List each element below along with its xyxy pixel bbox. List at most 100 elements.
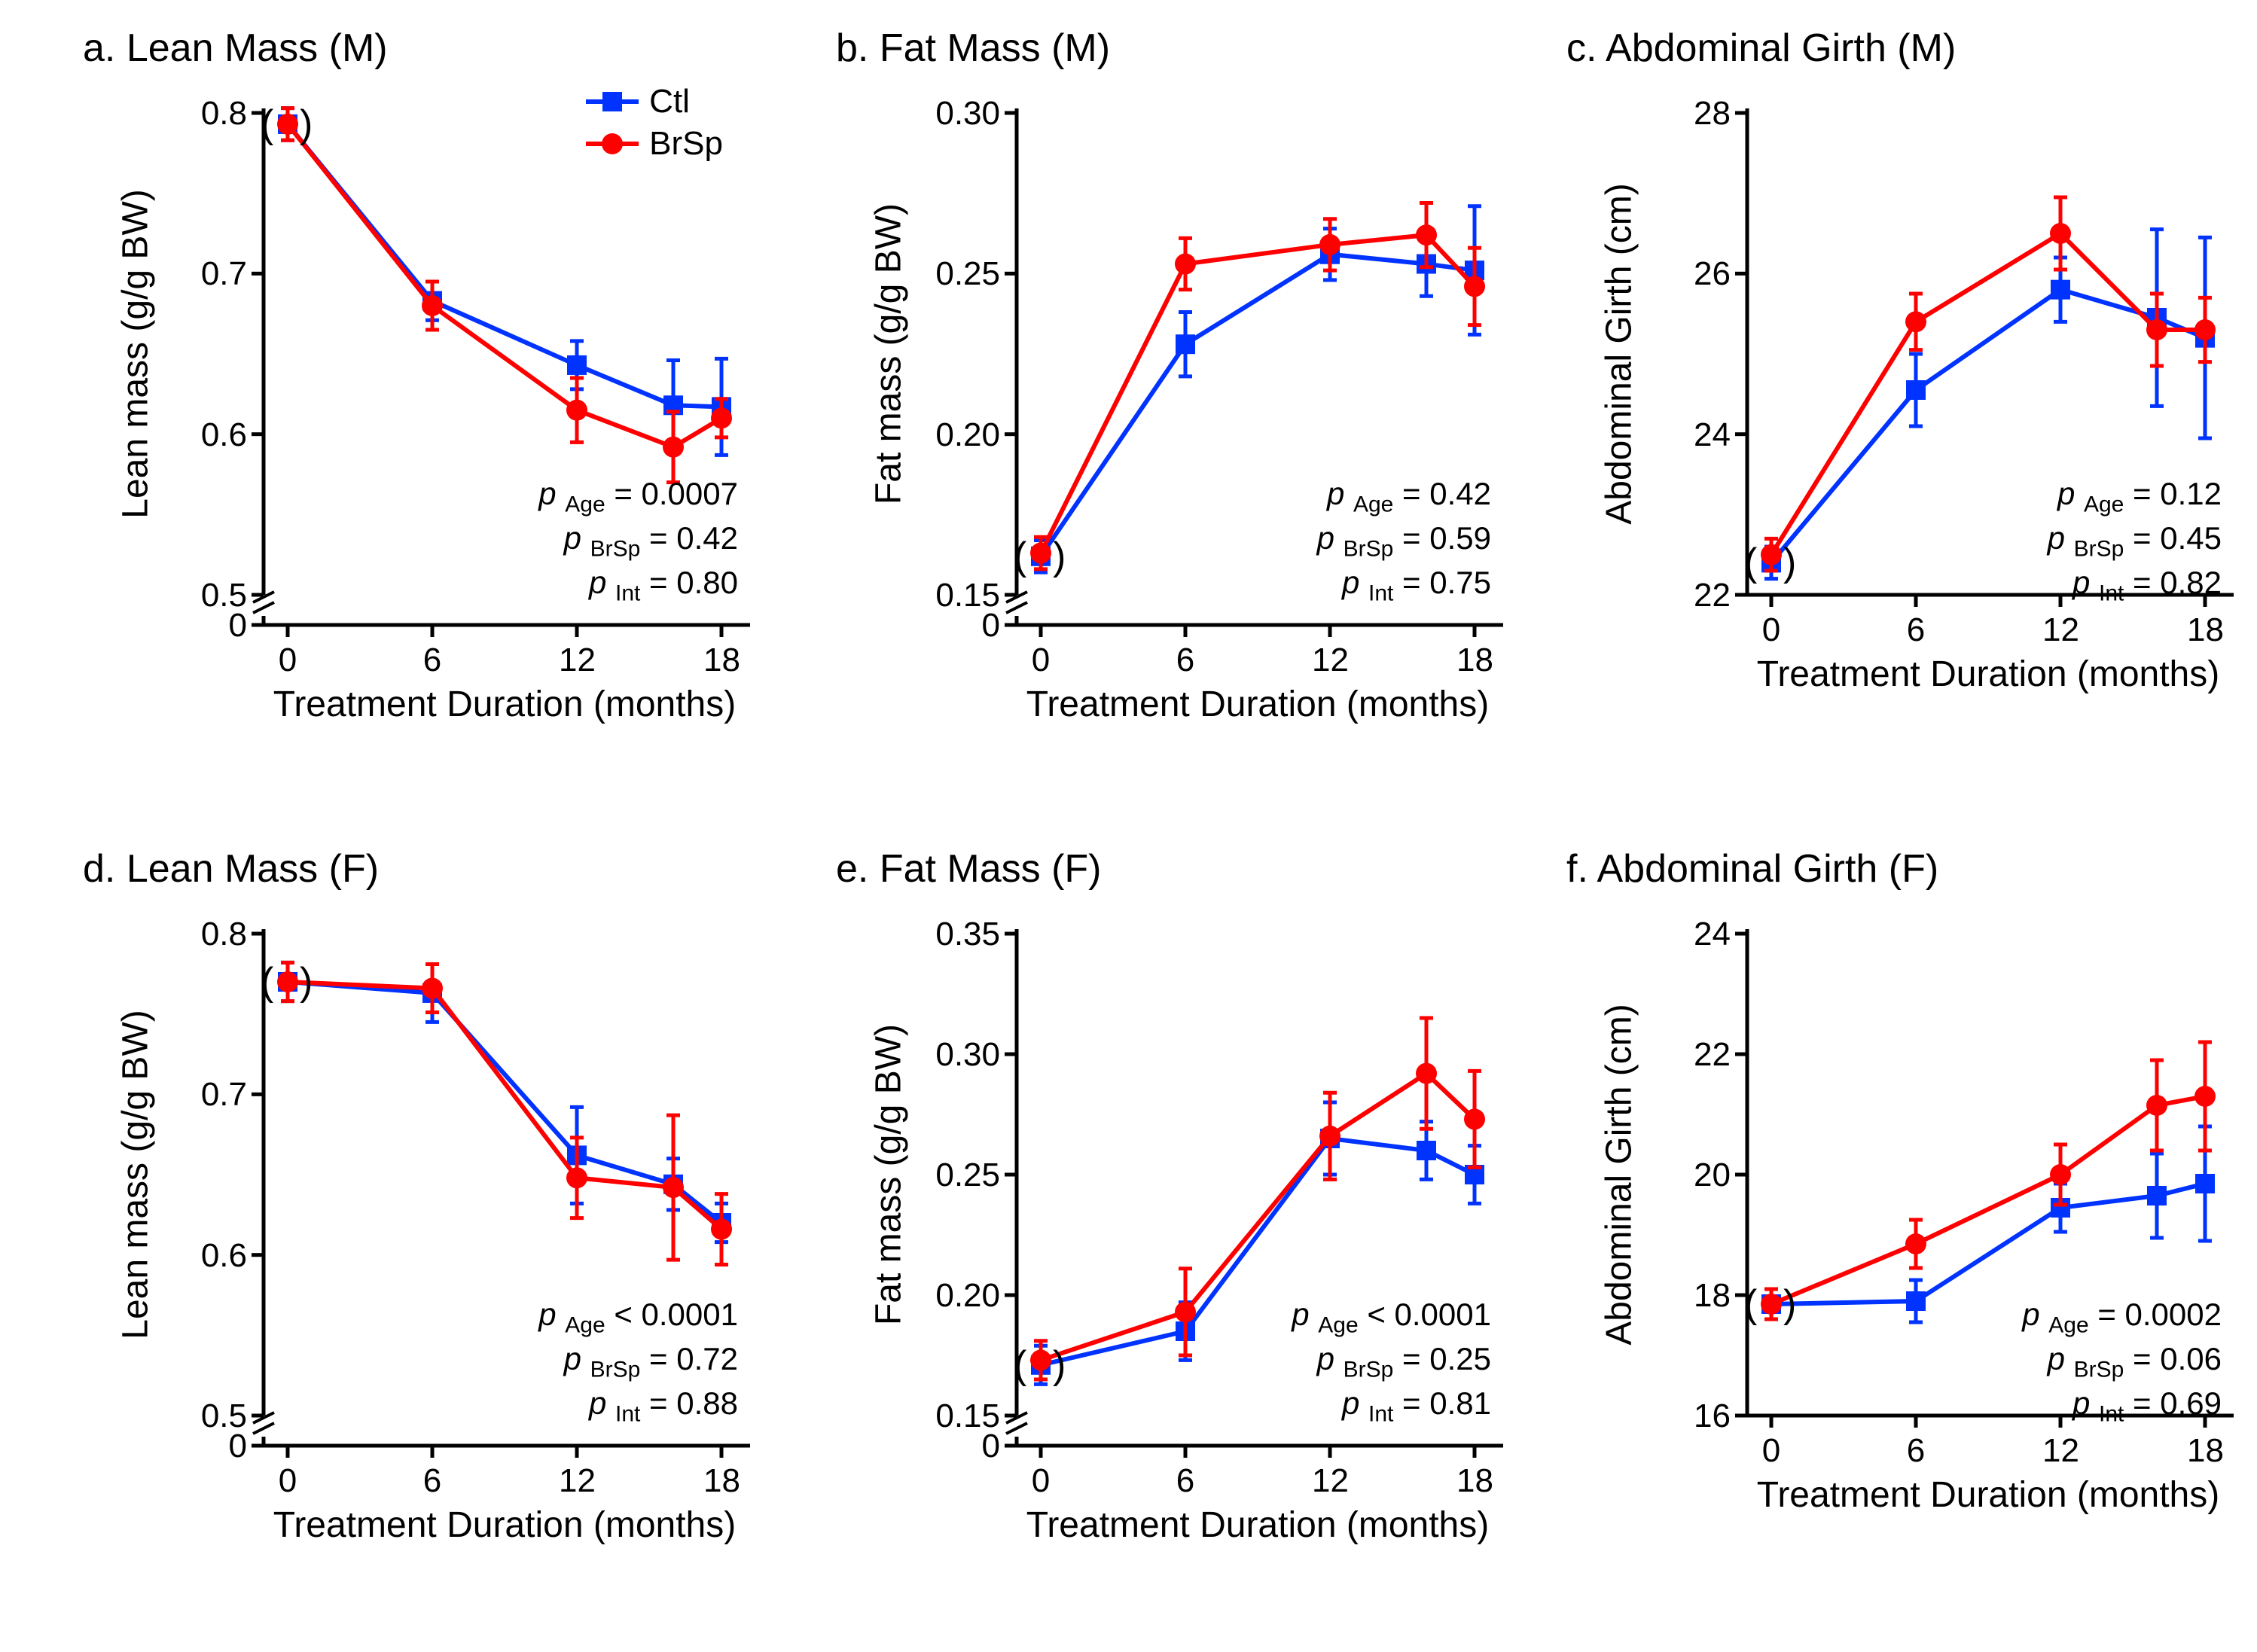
ytick-label: 0.30 <box>935 1036 1000 1074</box>
p-values: p Age = 0.42p BrSp = 0.59p Int = 0.75 <box>1317 474 1491 608</box>
xtick-label: 18 <box>1456 1462 1493 1500</box>
series-line-brsp <box>288 982 721 1230</box>
x-axis-label: Treatment Duration (months) <box>273 1504 736 1546</box>
marker-square-ctl <box>2051 280 2070 300</box>
xtick-label: 6 <box>1167 1462 1203 1500</box>
marker-square-ctl <box>567 355 587 375</box>
marker-circle-brsp <box>422 978 443 999</box>
legend-item-brsp: BrSp <box>586 125 723 163</box>
legend-label: BrSp <box>649 125 723 163</box>
ytick-label: 24 <box>1694 916 1731 953</box>
pval-text: = 0.88 <box>649 1385 738 1421</box>
marker-circle-brsp <box>1905 311 1926 332</box>
p-values: p Age = 0.12p BrSp = 0.45p Int = 0.82 <box>2048 474 2222 608</box>
marker-circle-brsp <box>1319 1126 1340 1147</box>
first-point-paren-right: ) <box>300 959 313 1004</box>
xtick-label: 18 <box>2187 1432 2223 1470</box>
panel-e: e. Fat Mass (F)00.150.200.250.300.350612… <box>866 851 1521 1589</box>
marker-circle-brsp <box>1030 543 1051 564</box>
first-point-paren-left: ( <box>1014 1343 1026 1388</box>
legend: Ctl BrSp <box>586 83 723 167</box>
marker-circle-brsp <box>2050 223 2071 244</box>
p-values: p Age = 0.0002p BrSp = 0.06p Int = 0.69 <box>2022 1295 2222 1428</box>
ytick-label: 24 <box>1694 416 1731 454</box>
y-axis-label: Lean mass (g/g BW) <box>115 1010 157 1339</box>
pval-text: = 0.75 <box>1402 565 1491 600</box>
ytick-label: 0.7 <box>201 255 247 293</box>
y-axis-label: Fat mass (g/g BW) <box>868 203 910 504</box>
marker-square-ctl <box>1906 380 1926 400</box>
first-point-paren-left: ( <box>1744 540 1757 585</box>
marker-circle-brsp <box>1416 224 1437 245</box>
x-axis-label: Treatment Duration (months) <box>1026 684 1489 725</box>
series-line-ctl <box>1771 1184 2205 1304</box>
ytick-label: 0.20 <box>935 1277 1000 1315</box>
ytick-label: 0.5 <box>201 577 247 614</box>
first-point-paren-right: ) <box>1053 1343 1066 1388</box>
marker-circle-brsp <box>1319 234 1340 255</box>
marker-circle-brsp <box>566 1167 587 1188</box>
marker-circle-brsp <box>1175 1301 1196 1322</box>
ytick-label: 28 <box>1694 95 1731 133</box>
ytick-label: 0.6 <box>201 1237 247 1275</box>
ytick-label: 0.5 <box>201 1397 247 1435</box>
marker-circle-brsp <box>277 114 298 135</box>
series-line-brsp <box>1771 1096 2205 1304</box>
marker-square-ctl <box>1906 1291 1926 1311</box>
first-point-paren-left: ( <box>261 102 273 147</box>
panel-c: c. Abdominal Girth (M)22242628061218Abdo… <box>1597 30 2252 768</box>
xtick-label: 0 <box>1023 1462 1059 1500</box>
marker-circle-brsp <box>2146 1095 2167 1116</box>
pval-text: = 0.12 <box>2133 476 2222 511</box>
xtick-label: 0 <box>1753 611 1789 649</box>
pval-text: = 0.45 <box>2133 520 2222 556</box>
ytick-label: 20 <box>1694 1157 1731 1194</box>
ytick-label: 0.8 <box>201 916 247 953</box>
xtick-label: 12 <box>1312 1462 1348 1500</box>
pval-text: = 0.42 <box>1402 476 1491 511</box>
xtick-label: 18 <box>2187 611 2223 649</box>
first-point-paren-left: ( <box>1014 534 1026 579</box>
pval-text: = 0.81 <box>1402 1385 1491 1421</box>
ytick-label: 22 <box>1694 577 1731 614</box>
marker-circle-brsp <box>711 407 732 428</box>
panel-d: d. Lean Mass (F)00.50.60.70.8061218Lean … <box>113 851 768 1589</box>
marker-circle-brsp <box>1761 544 1782 565</box>
marker-circle-brsp <box>1464 276 1485 297</box>
legend-item-ctl: Ctl <box>586 83 723 120</box>
first-point-paren-right: ) <box>1783 540 1796 585</box>
xtick-label: 12 <box>559 1462 595 1500</box>
y-axis-label: Lean mass (g/g BW) <box>115 189 157 518</box>
marker-circle-brsp <box>1030 1349 1051 1370</box>
ytick-label: 0.6 <box>201 416 247 454</box>
x-axis-label: Treatment Duration (months) <box>1757 654 2219 695</box>
marker-circle-brsp <box>566 400 587 421</box>
marker-circle-brsp <box>1464 1108 1485 1129</box>
xtick-label: 18 <box>703 1462 740 1500</box>
marker-circle-brsp <box>2194 1086 2216 1107</box>
marker-circle-brsp <box>422 295 443 316</box>
xtick-label: 0 <box>1023 642 1059 679</box>
xtick-label: 12 <box>2042 1432 2079 1470</box>
marker-circle-brsp <box>2050 1164 2071 1185</box>
pval-text: = 0.06 <box>2133 1341 2222 1376</box>
marker-circle-brsp <box>663 1177 684 1198</box>
marker-circle-brsp <box>1175 254 1196 275</box>
ytick-label: 0.15 <box>935 577 1000 614</box>
pval-text: = 0.42 <box>649 520 738 556</box>
ytick-label: 0.7 <box>201 1076 247 1114</box>
ytick-label: 0.20 <box>935 416 1000 454</box>
pval-text: = 0.72 <box>649 1341 738 1376</box>
p-values: p Age < 0.0001p BrSp = 0.72p Int = 0.88 <box>538 1295 738 1428</box>
xtick-label: 18 <box>703 642 740 679</box>
xtick-label: 6 <box>1898 1432 1934 1470</box>
p-values: p Age = 0.0007p BrSp = 0.42p Int = 0.80 <box>538 474 738 608</box>
xtick-label: 6 <box>1167 642 1203 679</box>
xtick-label: 12 <box>559 642 595 679</box>
pval-text: = 0.0007 <box>614 476 738 511</box>
panel-f: f. Abdominal Girth (F)1618202224061218Ab… <box>1597 851 2252 1589</box>
xtick-label: 0 <box>270 642 306 679</box>
first-point-paren-right: ) <box>1053 534 1066 579</box>
marker-circle-brsp <box>663 437 684 458</box>
ytick-label: 0.35 <box>935 916 1000 953</box>
